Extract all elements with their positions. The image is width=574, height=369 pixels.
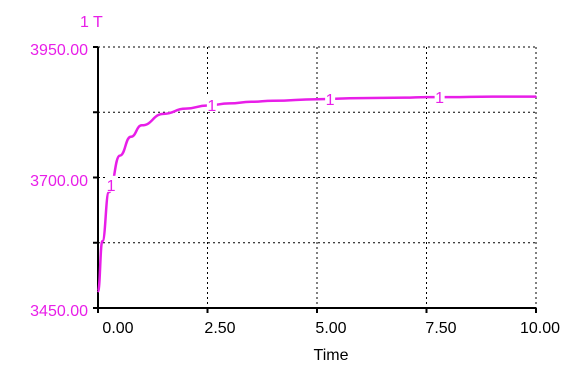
series-marker-bg: [434, 88, 445, 105]
series-point: [141, 124, 143, 127]
series-point: [403, 96, 406, 99]
x-tick-label-4: 10.00: [520, 320, 560, 337]
series-marker-label: 1: [107, 178, 116, 195]
series-marker-label: 1: [435, 90, 444, 107]
markers-group: 1 1 1 1: [106, 88, 445, 195]
x-tick-label-3: 7.50: [425, 320, 456, 337]
series-point: [447, 96, 450, 98]
x-tick-label-2: 5.00: [315, 320, 346, 337]
series-point: [535, 95, 537, 98]
series-marker-label: 1: [207, 98, 216, 115]
series-point: [250, 101, 253, 103]
axes: [93, 46, 537, 313]
legend-series-label: 1 T: [80, 14, 103, 31]
series-point: [272, 99, 275, 102]
x-tick-label-0: 0.00: [102, 320, 133, 337]
y-tick-label-mid: 3700.00: [30, 173, 88, 190]
x-axis-label: Time: [314, 347, 349, 364]
series-point: [316, 98, 318, 100]
series-group: [96, 95, 537, 293]
series-point: [228, 102, 231, 105]
series-point: [360, 97, 362, 99]
y-tick-label-bottom: 3450.00: [30, 303, 88, 320]
series-marker-bg: [325, 89, 336, 106]
series-point: [97, 290, 99, 293]
x-tick-label-1: 2.50: [204, 320, 235, 337]
series-point: [425, 96, 428, 98]
series-point: [130, 135, 132, 138]
series-point: [119, 154, 121, 157]
series-point: [491, 95, 494, 98]
series-marker-bg: [206, 96, 217, 113]
series-marker-label: 1: [326, 92, 335, 109]
series-marker-bg: [106, 175, 117, 192]
grid: [98, 46, 537, 308]
series-point: [162, 113, 165, 115]
series-point: [184, 107, 187, 110]
series-point: [101, 240, 104, 242]
y-tick-label-top: 3950.00: [30, 42, 88, 59]
